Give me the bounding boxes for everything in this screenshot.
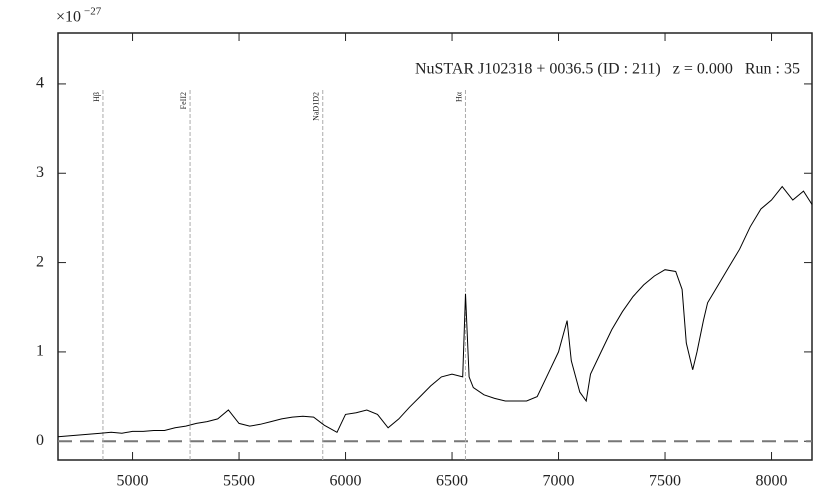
- offset-base: ×10: [56, 9, 81, 26]
- y-tick-label: 3: [36, 164, 44, 181]
- x-tick-label: 8000: [756, 473, 788, 490]
- x-tick-label: 6500: [436, 473, 468, 490]
- x-tick-label: 5000: [117, 473, 149, 490]
- y-tick-label: 4: [36, 75, 44, 92]
- plot-frame: [57, 32, 813, 461]
- x-tick-label: 7000: [543, 473, 575, 490]
- annotation: NuSTAR J102318 + 0036.5 (ID : 211) z = 0…: [415, 61, 800, 78]
- spectral-line-label: NaD1D2: [312, 92, 321, 121]
- x-tick-label: 6000: [330, 473, 362, 490]
- y-tick-label: 1: [36, 343, 44, 360]
- spectral-line-label: FeII2: [179, 92, 188, 109]
- x-tick-label: 5500: [223, 473, 255, 490]
- x-tick-label: 7500: [649, 473, 681, 490]
- offset-exponent: −27: [84, 6, 102, 18]
- spectral-line-label: Hα: [454, 91, 463, 102]
- y-tick-label: 0: [36, 432, 44, 449]
- spectral-line-label: Hβ: [92, 92, 101, 102]
- spectrum-line: [57, 185, 813, 438]
- y-tick-label: 2: [36, 253, 44, 270]
